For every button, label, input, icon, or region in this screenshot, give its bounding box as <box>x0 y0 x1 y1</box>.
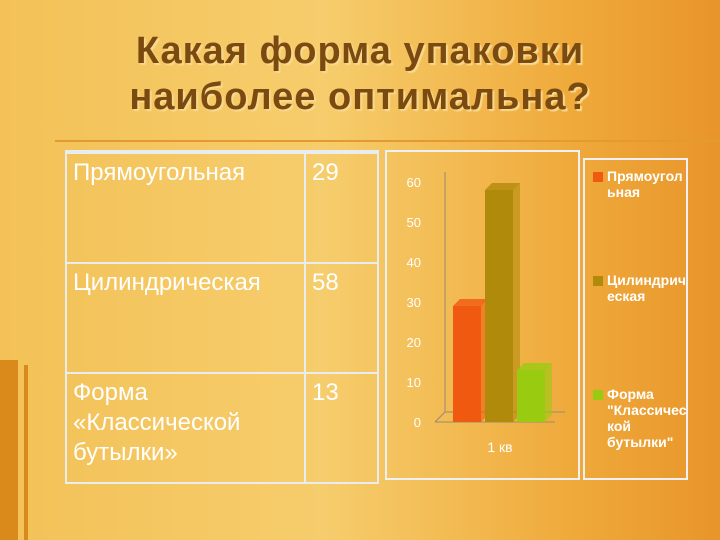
title-line-1: Какая форма упаковки <box>135 30 585 72</box>
y-tick-label: 30 <box>407 295 421 310</box>
x-category-label: 1 кв <box>487 439 512 455</box>
bar-side <box>513 183 520 422</box>
legend-swatch <box>593 172 603 182</box>
title-line-2: наиболее оптимальна? <box>129 76 591 118</box>
legend-swatch <box>593 276 603 286</box>
bar-front <box>517 370 545 422</box>
y-tick-label: 10 <box>407 375 421 390</box>
decorative-stripe <box>0 360 18 540</box>
table-cell-name: Форма «Классической бутылки» <box>73 379 241 466</box>
bar <box>517 363 552 422</box>
chart-back-wall <box>434 172 446 423</box>
bar-top <box>453 299 488 306</box>
table-row: Цилиндрическая 58 <box>67 262 377 372</box>
legend-swatch <box>593 390 603 400</box>
table-cell-name: Цилиндрическая <box>73 269 261 296</box>
table-column-divider <box>304 152 306 482</box>
bar-chart: 0 10 20 30 40 50 60 1 кв <box>407 172 565 455</box>
legend-label: Форма "Классической бутылки" <box>607 386 687 450</box>
chart-frame <box>385 150 580 480</box>
legend-label: Цилиндрическая <box>607 272 686 304</box>
data-table: Прямоугольная 29 Цилиндрическая 58 Форма… <box>65 150 379 484</box>
chart-legend: Прямоугольная Цилиндрическая Форма "Клас… <box>583 158 688 480</box>
table-cell-value: 58 <box>312 269 339 296</box>
legend-label: Прямоугольная <box>607 168 683 200</box>
y-tick-label: 60 <box>407 175 421 190</box>
table-cell-value: 13 <box>312 379 339 406</box>
bar-top <box>485 183 520 190</box>
y-tick-label: 40 <box>407 255 421 270</box>
bar-front <box>453 306 481 422</box>
decorative-divider <box>55 140 720 142</box>
bar-front <box>485 190 513 422</box>
bar <box>453 299 488 422</box>
bar-top <box>517 363 552 370</box>
decorative-stripe-thin <box>24 365 28 540</box>
bar-side <box>545 363 552 422</box>
table-cell-value: 29 <box>312 159 339 186</box>
y-tick-label: 50 <box>407 215 421 230</box>
table-cell-name: Прямоугольная <box>73 159 246 186</box>
table-row: Прямоугольная 29 <box>67 152 377 262</box>
y-tick-label: 20 <box>407 335 421 350</box>
chart-area: 0 10 20 30 40 50 60 1 кв Прямоугольная Цилиндри… <box>385 150 720 480</box>
slide-title: Какая форма упаковки наиболее оптимальна… <box>30 28 690 120</box>
table-row: Форма «Классической бутылки» 13 <box>67 372 377 482</box>
bar <box>485 183 520 422</box>
y-tick-label: 0 <box>414 415 421 430</box>
